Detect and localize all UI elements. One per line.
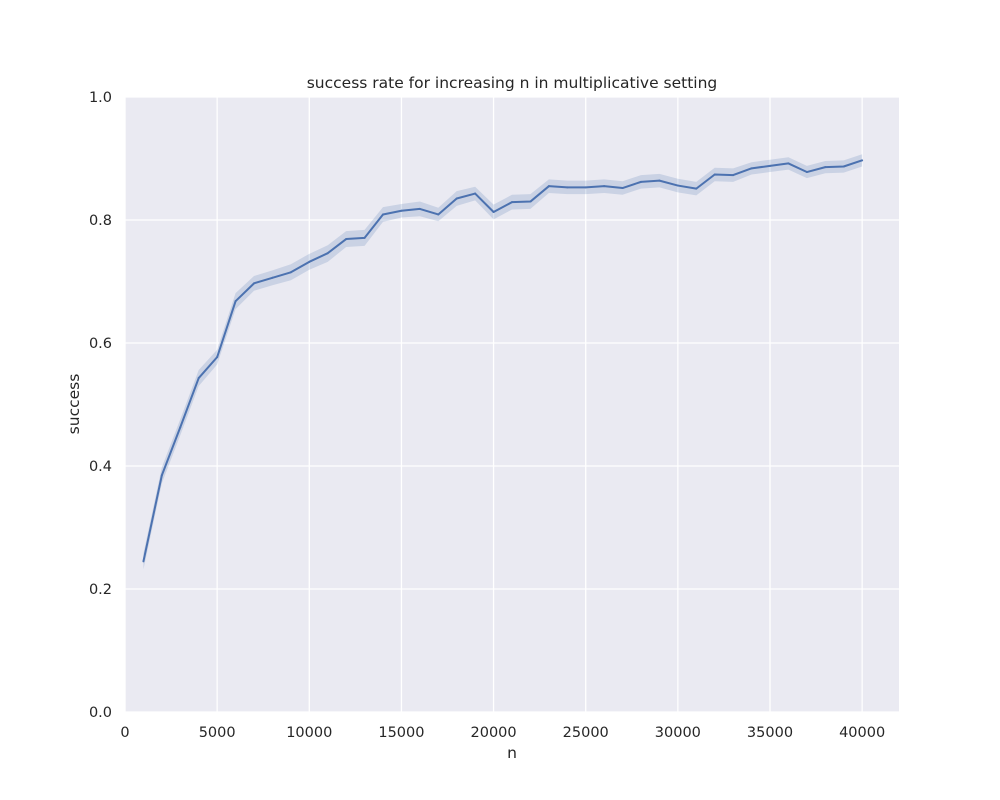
confidence-band [143, 154, 863, 570]
data-point [529, 200, 532, 203]
data-point [160, 474, 163, 477]
x-tick-label: 15000 [378, 725, 424, 741]
y-tick-label: 1.0 [89, 90, 112, 106]
x-tick-label: 30000 [655, 725, 701, 741]
data-point [750, 167, 753, 170]
data-point [640, 180, 642, 183]
y-tick-label: 0.6 [89, 336, 112, 352]
x-tick-label: 40000 [839, 725, 885, 741]
data-point [805, 171, 808, 174]
data-point [326, 252, 329, 255]
x-tick-label: 10000 [286, 725, 332, 741]
x-tick-label: 5000 [199, 725, 236, 741]
x-tick-label: 0 [120, 725, 129, 741]
data-point [824, 166, 827, 169]
data-point [492, 211, 495, 214]
data-point [861, 159, 864, 162]
data-point [382, 213, 384, 216]
data-point [732, 174, 735, 177]
data-point [400, 209, 403, 212]
data-point [603, 185, 606, 188]
x-axis-label: n [507, 744, 517, 762]
grid-lines [124, 96, 899, 713]
data-point [474, 192, 477, 195]
data-point [142, 560, 145, 563]
y-tick-label: 0.8 [89, 213, 112, 229]
data-point [418, 207, 421, 210]
data-point [787, 162, 790, 165]
data-point [437, 213, 440, 216]
x-tick-label: 20000 [471, 725, 517, 741]
data-point [769, 164, 771, 167]
y-tick-label: 0.4 [89, 459, 112, 475]
data-point [547, 185, 550, 188]
series-lines [142, 159, 864, 563]
data-point [566, 186, 569, 189]
data-point [216, 356, 219, 359]
data-point [363, 236, 366, 239]
plot-background [125, 97, 899, 712]
data-point [234, 300, 237, 303]
data-point [179, 426, 182, 429]
data-point [345, 238, 348, 241]
data-point [271, 276, 274, 279]
y-tick-label: 0.0 [89, 705, 112, 721]
data-point [658, 179, 661, 182]
x-tick-label: 25000 [563, 725, 609, 741]
data-point [253, 282, 255, 285]
data-point [511, 201, 513, 204]
chart-title: success rate for increasing n in multipl… [307, 74, 718, 92]
data-point [842, 165, 845, 168]
data-point [308, 260, 311, 263]
data-point [197, 377, 200, 380]
data-point [695, 187, 698, 190]
data-point [455, 197, 458, 200]
tick-labels: 0 5000 10000 15000 20000 25000 30000 35000 40000… [89, 90, 885, 741]
x-tick-label: 35000 [747, 725, 793, 741]
data-point [584, 186, 587, 189]
data-point [676, 184, 679, 187]
confidence-bands [143, 154, 863, 570]
data-point [621, 187, 624, 190]
series-line [142, 159, 863, 562]
data-point [289, 271, 292, 274]
y-tick-label: 0.2 [89, 582, 112, 598]
y-axis-label: success [65, 374, 83, 435]
data-point [713, 173, 716, 176]
